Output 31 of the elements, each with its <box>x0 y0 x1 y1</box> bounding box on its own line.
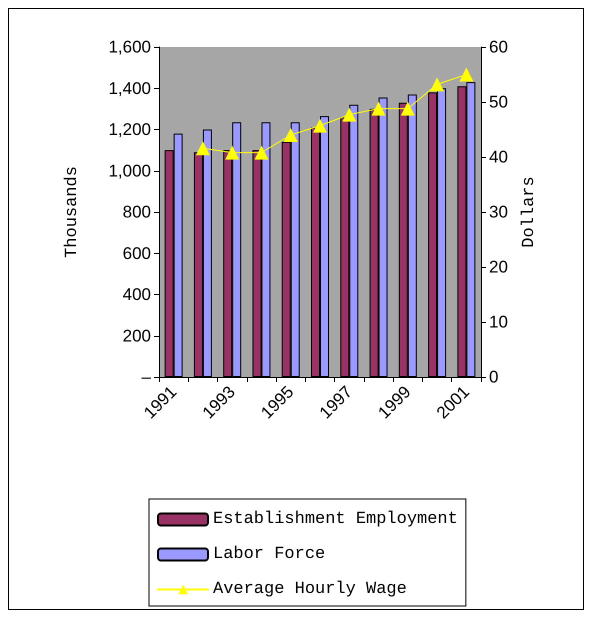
y2-tick-label: 30 <box>489 202 508 222</box>
y-tick-label: 400 <box>122 285 151 304</box>
y2-axis-title: Dollars <box>520 176 539 248</box>
point <box>342 108 356 122</box>
y2-tick-label: 10 <box>489 312 508 332</box>
y-tick-label: – <box>142 368 152 386</box>
point <box>372 102 386 116</box>
point <box>196 141 210 156</box>
point <box>430 77 444 92</box>
y-tick-label: 600 <box>122 244 151 263</box>
y-axis-title: Thousands <box>63 166 82 258</box>
y2-tick-label: 20 <box>489 258 508 276</box>
y-tick-label: 200 <box>122 326 151 346</box>
y-tick-label: 1,000 <box>108 161 151 180</box>
point <box>400 102 415 116</box>
legend-label: Establishment Employment <box>213 510 458 529</box>
point <box>313 118 327 133</box>
point <box>225 146 240 160</box>
point <box>459 68 474 82</box>
y2-tick-label: 50 <box>489 92 508 112</box>
y-tick-label: 800 <box>122 202 151 222</box>
point <box>284 128 298 142</box>
y-tick-label: 1,200 <box>108 120 151 139</box>
y2-tick-label: 60 <box>489 38 508 56</box>
legend-label: Average Hourly Wage <box>213 580 407 599</box>
y2-tick-label: 0 <box>489 368 498 386</box>
y2-tick-label: 40 <box>489 148 508 166</box>
y-tick-label: 1,600 <box>108 38 151 56</box>
y-tick-label: 1,400 <box>108 78 151 98</box>
point <box>254 146 268 160</box>
legend-label: Labor Force <box>213 545 326 564</box>
